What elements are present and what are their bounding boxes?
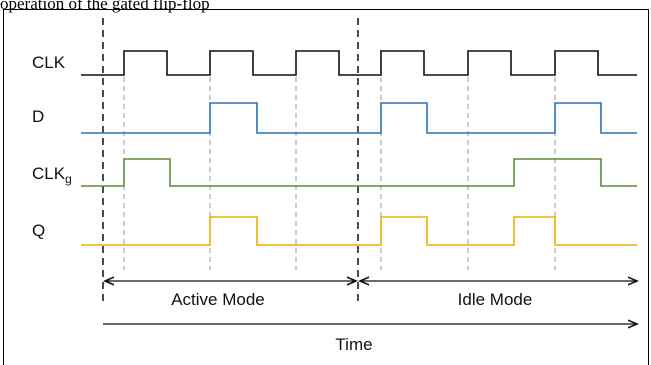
clkg-waveform [81,158,637,187]
mode-boundaries [102,18,359,305]
clkg-label: CLKg [32,164,72,186]
d-label: D [32,107,44,126]
q-label: Q [32,221,45,240]
diagram-frame [3,9,649,365]
clk-label: CLK [32,53,66,72]
time-axis-label: Time [335,335,372,354]
d-waveform [81,102,637,134]
idle-mode-label: Idle Mode [458,290,533,309]
q-waveform [81,216,637,246]
active-mode-label: Active Mode [171,290,265,309]
clock-edge-guides [123,50,556,270]
clk-waveform [81,50,637,76]
